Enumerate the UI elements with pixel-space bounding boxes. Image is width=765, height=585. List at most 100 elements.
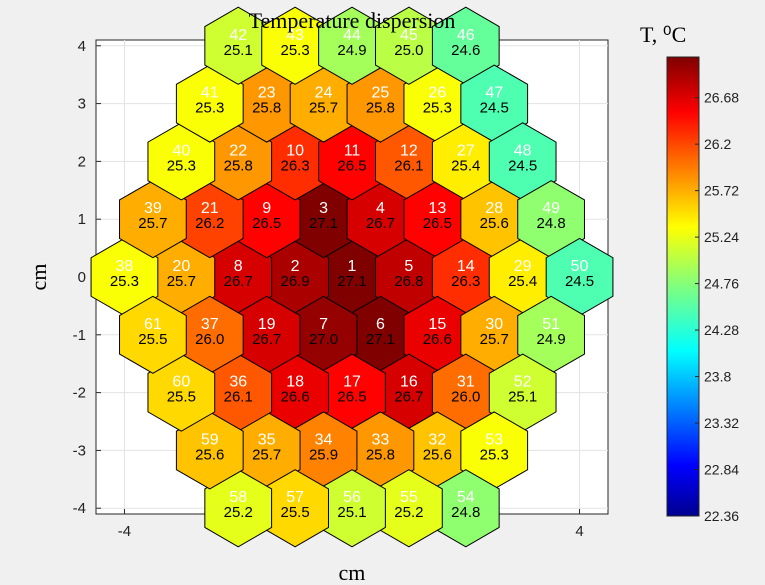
colorbar-title: T, ⁰C (640, 22, 686, 47)
hex-value-label: 26.7 (366, 215, 395, 232)
hex-shape (204, 469, 273, 548)
hex-value-label: 26.3 (281, 157, 310, 174)
hex-id-label: 21 (201, 200, 219, 217)
hex-value-label: 25.2 (394, 504, 423, 521)
hex-id-label: 41 (201, 85, 219, 102)
colorbar-tick-label: 25.72 (704, 183, 739, 199)
hex-id-label: 50 (571, 258, 589, 275)
hex-id-label: 10 (286, 142, 304, 159)
hex-id-label: 48 (514, 142, 532, 159)
colorbar-tick-label: 26.2 (704, 136, 731, 152)
hex-value-label: 25.8 (224, 157, 253, 174)
x-axis-label: cm (339, 560, 366, 585)
hex-value-label: 25.1 (508, 389, 537, 406)
hex-id-label: 33 (372, 431, 390, 448)
hex-id-label: 45 (400, 27, 418, 44)
hex-id-label: 35 (258, 431, 276, 448)
colorbar-tick-label: 23.8 (704, 369, 731, 385)
hex-value-label: 26.5 (252, 215, 281, 232)
hex-value-label: 26.1 (394, 157, 423, 174)
colorbar-tick-label: 24.76 (704, 276, 739, 292)
hex-id-label: 56 (343, 489, 361, 506)
colorbar-tick-label: 25.24 (704, 229, 739, 245)
hex-id-label: 32 (428, 431, 446, 448)
hex-id-label: 34 (315, 431, 333, 448)
hex-id-label: 11 (344, 142, 361, 159)
hex-id-label: 1 (348, 258, 357, 275)
hex-value-label: 26.9 (281, 273, 310, 290)
colorbar-tick-label: 23.32 (704, 415, 739, 431)
hex-value-label: 25.4 (451, 157, 480, 174)
hex-value-label: 25.3 (281, 42, 310, 59)
hex-value-label: 25.8 (366, 100, 395, 117)
hex-value-label: 26.6 (281, 389, 310, 406)
hex-id-label: 9 (262, 200, 271, 217)
hex-id-label: 3 (319, 200, 328, 217)
hex-id-label: 55 (400, 489, 418, 506)
hex-value-label: 24.9 (337, 42, 366, 59)
y-tick-label: -4 (73, 500, 86, 517)
hex-value-label: 26.7 (394, 389, 423, 406)
hex-value-label: 25.3 (110, 273, 139, 290)
hex-id-label: 37 (201, 316, 219, 333)
hex-id-label: 5 (404, 258, 413, 275)
hex-value-label: 25.3 (480, 446, 509, 463)
hex-id-label: 23 (258, 85, 276, 102)
hex-value-label: 24.5 (565, 273, 594, 290)
colorbar-ticks: 22.36 22.84 23.32 23.8 24.28 24.76 25.24 25.72 2… (695, 90, 739, 524)
hex-shape (147, 122, 216, 201)
hex-value-label: 27.1 (366, 331, 395, 348)
hex-value-label: 25.4 (508, 273, 537, 290)
hex-value-label: 25.6 (195, 446, 224, 463)
hex-id-label: 25 (372, 85, 390, 102)
y-tick-label: 3 (78, 96, 86, 113)
colorbar (666, 56, 700, 517)
hex-id-label: 8 (234, 258, 243, 275)
chart-title: Temperature dispersion (249, 8, 456, 33)
hex-value-label: 25.5 (281, 504, 310, 521)
hex-id-label: 22 (229, 142, 247, 159)
hex-value-label: 26.7 (224, 273, 253, 290)
hex-value-label: 26.3 (451, 273, 480, 290)
colorbar-tick-label: 26.68 (704, 90, 739, 106)
hex-value-label: 25.3 (195, 100, 224, 117)
y-axis-label: cm (26, 264, 51, 291)
hex-id-label: 53 (485, 431, 503, 448)
hex-id-label: 40 (172, 142, 190, 159)
hex-id-label: 12 (400, 142, 418, 159)
hex-value-label: 24.8 (537, 215, 566, 232)
hex-id-label: 59 (201, 431, 219, 448)
hex-id-label: 28 (485, 200, 503, 217)
hex-value-label: 27.1 (337, 273, 366, 290)
hex-value-label: 25.6 (480, 215, 509, 232)
hex-id-label: 30 (485, 316, 503, 333)
hex-value-label: 26.7 (252, 331, 281, 348)
hex-id-label: 49 (542, 200, 560, 217)
hex-value-label: 25.8 (366, 446, 395, 463)
hex-id-label: 46 (457, 27, 475, 44)
